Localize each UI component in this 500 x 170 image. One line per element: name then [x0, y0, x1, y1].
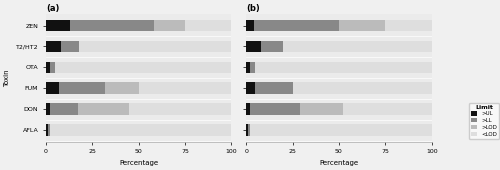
Text: (b): (b)	[246, 4, 260, 13]
Bar	[46, 82, 59, 94]
Bar	[386, 20, 432, 31]
Bar	[70, 20, 154, 31]
Bar	[246, 124, 248, 136]
Bar	[59, 82, 106, 94]
Y-axis label: Toxin: Toxin	[4, 69, 10, 87]
Bar	[46, 20, 70, 31]
Bar	[46, 124, 48, 136]
Bar	[256, 62, 432, 73]
Bar	[339, 20, 386, 31]
Bar	[46, 103, 50, 115]
Legend: >UL, >LL, >LOD, <LOD: >UL, >LL, >LOD, <LOD	[469, 103, 500, 139]
Bar	[292, 82, 432, 94]
Text: (a): (a)	[46, 4, 60, 13]
Bar	[185, 20, 232, 31]
X-axis label: Percentage: Percentage	[320, 160, 358, 166]
Bar	[50, 62, 56, 73]
Bar	[246, 20, 254, 31]
Bar	[130, 103, 232, 115]
Bar	[46, 62, 50, 73]
Bar	[50, 103, 78, 115]
Bar	[284, 41, 432, 52]
Bar	[246, 82, 256, 94]
Bar	[254, 20, 339, 31]
Bar	[48, 124, 50, 136]
Bar	[342, 103, 432, 115]
Bar	[154, 20, 185, 31]
Bar	[61, 41, 80, 52]
Bar	[50, 124, 232, 136]
Bar	[106, 82, 138, 94]
Bar	[246, 103, 250, 115]
Bar	[246, 41, 261, 52]
Bar	[261, 41, 283, 52]
Bar	[78, 103, 130, 115]
Bar	[80, 41, 232, 52]
Bar	[256, 82, 292, 94]
Bar	[246, 62, 250, 73]
Bar	[46, 41, 61, 52]
X-axis label: Percentage: Percentage	[119, 160, 158, 166]
Bar	[250, 103, 300, 115]
Bar	[138, 82, 232, 94]
Bar	[250, 124, 432, 136]
Bar	[248, 124, 250, 136]
Bar	[56, 62, 232, 73]
Bar	[250, 62, 256, 73]
Bar	[300, 103, 343, 115]
